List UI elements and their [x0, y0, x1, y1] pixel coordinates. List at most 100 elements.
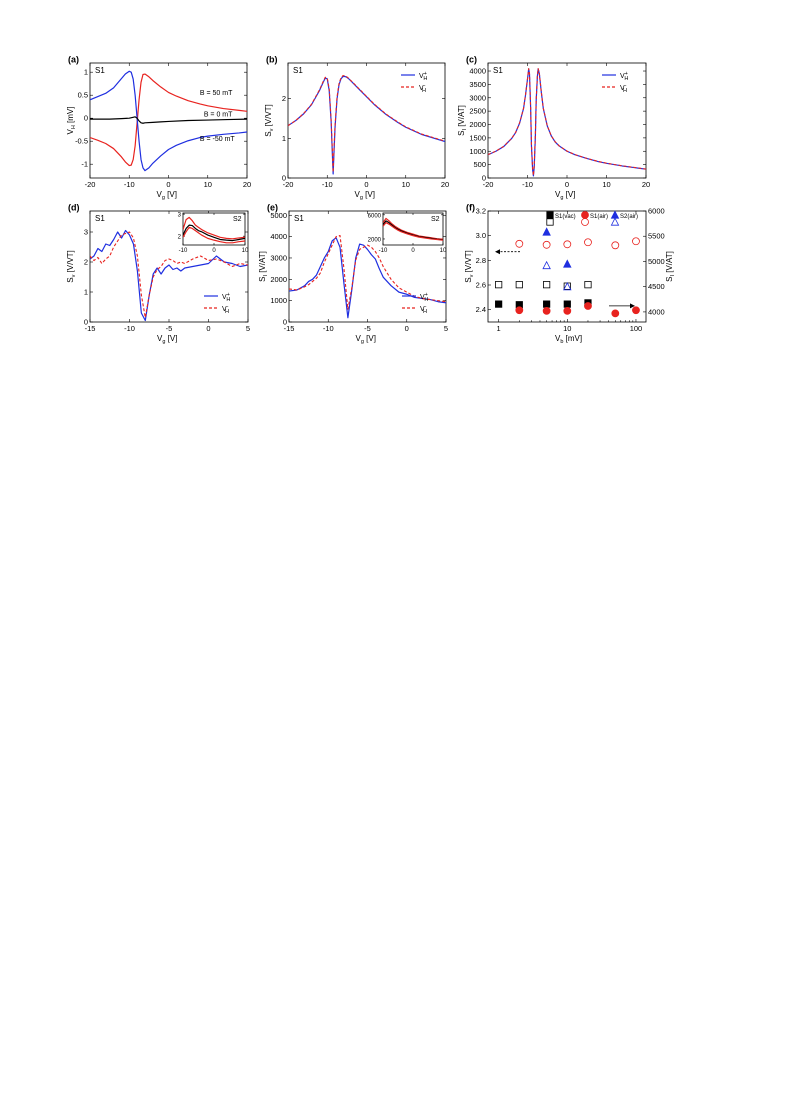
- panel-d: (d) S1 -15 -10 -5 0 5 0 1 2 3 Vg [V] Sv [V/VT] V+ HV-H…: [66, 203, 250, 346]
- y-tick-label: 0: [84, 318, 88, 327]
- x-tick-label: 100: [630, 324, 643, 333]
- panel-label: (c): [466, 55, 477, 65]
- data-point: [584, 281, 592, 289]
- series-line-2: [90, 116, 247, 124]
- legend-label: V-H: [419, 83, 426, 94]
- panel-label: (a): [68, 55, 79, 65]
- legend-label: V+ H: [419, 71, 427, 82]
- inset-series-line-2: [183, 226, 245, 244]
- data-point: [543, 300, 551, 308]
- y-tick-label: -1: [81, 160, 88, 169]
- legend-marker: [581, 211, 589, 219]
- y-tick-label: 1: [84, 288, 88, 297]
- annotation: B = 50 mT: [200, 90, 233, 97]
- series-line-1: [289, 235, 446, 310]
- data-point: [611, 241, 620, 250]
- x-tick-label: 10: [440, 248, 447, 254]
- x-axis-label: Vg [V]: [157, 190, 177, 201]
- y-axis-label: Sv [V/VT]: [464, 250, 475, 283]
- y2-tick-label: 6000: [648, 207, 665, 216]
- annotation: B = -50 mT: [200, 136, 236, 143]
- x-tick-label: -10: [379, 248, 388, 254]
- legend-label: V-H: [420, 304, 427, 315]
- y-tick-label: 3: [84, 228, 88, 237]
- inset-series-line-0: [383, 217, 443, 240]
- data-point: [515, 306, 524, 315]
- annotation: B = 0 mT: [204, 111, 233, 118]
- panel-label: (f): [466, 203, 475, 213]
- x-axis-label: Vb [mV]: [555, 334, 582, 345]
- x-tick-label: 5: [444, 324, 448, 333]
- y-axis-label: VH [mV]: [66, 107, 77, 135]
- data-point: [611, 309, 620, 318]
- x-axis-label: Vg [V]: [157, 334, 177, 345]
- legend-label: S1(vac): [555, 214, 576, 220]
- data-point: [542, 260, 551, 270]
- panel-label: (e): [267, 203, 278, 213]
- legend-label: S1(air): [590, 214, 608, 220]
- data-point: [515, 239, 524, 248]
- inset-series-line-0: [183, 216, 245, 240]
- y-tick-label: 1: [84, 68, 88, 77]
- sample-label: S1: [293, 66, 303, 75]
- x-tick-label: -20: [283, 180, 294, 189]
- sample-label: S1: [493, 66, 503, 75]
- x-tick-label: -10: [124, 180, 135, 189]
- x-axis-label: Vg [V]: [356, 334, 376, 345]
- legend-label: V+ H: [222, 292, 230, 303]
- y-tick-label: 1000: [469, 147, 486, 156]
- x-tick-label: 10: [204, 180, 212, 189]
- x-tick-label: 10: [563, 324, 571, 333]
- y-tick-label: 3.2: [476, 207, 486, 216]
- legend-label: S2(air): [620, 214, 638, 220]
- y2-tick-label: 5500: [648, 232, 665, 241]
- x-tick-label: 20: [642, 180, 650, 189]
- x-tick-label: 10: [242, 248, 249, 254]
- y-tick-label: 2000: [469, 120, 486, 129]
- y-tick-label: 2: [84, 258, 88, 267]
- y-tick-label: 3.0: [476, 231, 486, 240]
- panel-e: (e) S1 -15 -10 -5 0 5 0 1000 2000 3000 4000 5000 Vg […: [258, 203, 448, 346]
- x-tick-label: 0: [206, 324, 210, 333]
- x-axis-label: Vg [V]: [555, 190, 575, 201]
- y-tick-label: 0: [84, 114, 88, 123]
- inset-e: -10 0 10 2000 6000 S2: [368, 212, 447, 254]
- y-axis-label: Sv [V/VT]: [264, 104, 275, 137]
- sample-label: S1: [95, 214, 105, 223]
- y-tick-label: 3: [178, 213, 182, 219]
- inset-d: -10 0 10 2 3 S2: [178, 212, 249, 254]
- x-tick-label: 20: [441, 180, 449, 189]
- plot-frame: [287, 62, 446, 179]
- series-line-1: [288, 75, 445, 173]
- x-tick-label: -5: [166, 324, 173, 333]
- data-point: [563, 306, 572, 315]
- x-tick-label: -10: [124, 324, 135, 333]
- data-point: [563, 240, 572, 249]
- series-line-0: [90, 73, 247, 167]
- data-point: [563, 282, 572, 291]
- data-point: [495, 281, 503, 289]
- plot-frame: [89, 62, 248, 179]
- x-tick-label: 10: [602, 180, 610, 189]
- y-tick-label: 0.5: [78, 91, 88, 100]
- x-tick-label: 5: [246, 324, 250, 333]
- y-tick-label: 3500: [469, 80, 486, 89]
- y-tick-label: 2.6: [476, 281, 486, 290]
- y-tick-label: 500: [473, 160, 486, 169]
- panel-f: (f) 1 10 100 2.4 2.6 2.8 3.0 3.2 Vb [mV] Sv [V/VT]…: [464, 203, 676, 346]
- y-tick-label: 4000: [270, 232, 287, 241]
- x-tick-label: -15: [284, 324, 295, 333]
- y-tick-label: 5000: [270, 211, 287, 220]
- inset-series-line-2: [383, 222, 443, 241]
- series-line-1: [90, 70, 247, 172]
- x-tick-label: 0: [166, 180, 170, 189]
- series-line-0: [90, 229, 248, 322]
- data-point: [563, 300, 571, 308]
- x-tick-label: 0: [565, 180, 569, 189]
- data-point: [563, 282, 571, 290]
- right-axis-arrowhead: [630, 303, 635, 309]
- data-point: [584, 238, 592, 247]
- y2-tick-label: 4500: [648, 282, 665, 291]
- x-tick-label: 0: [411, 248, 415, 254]
